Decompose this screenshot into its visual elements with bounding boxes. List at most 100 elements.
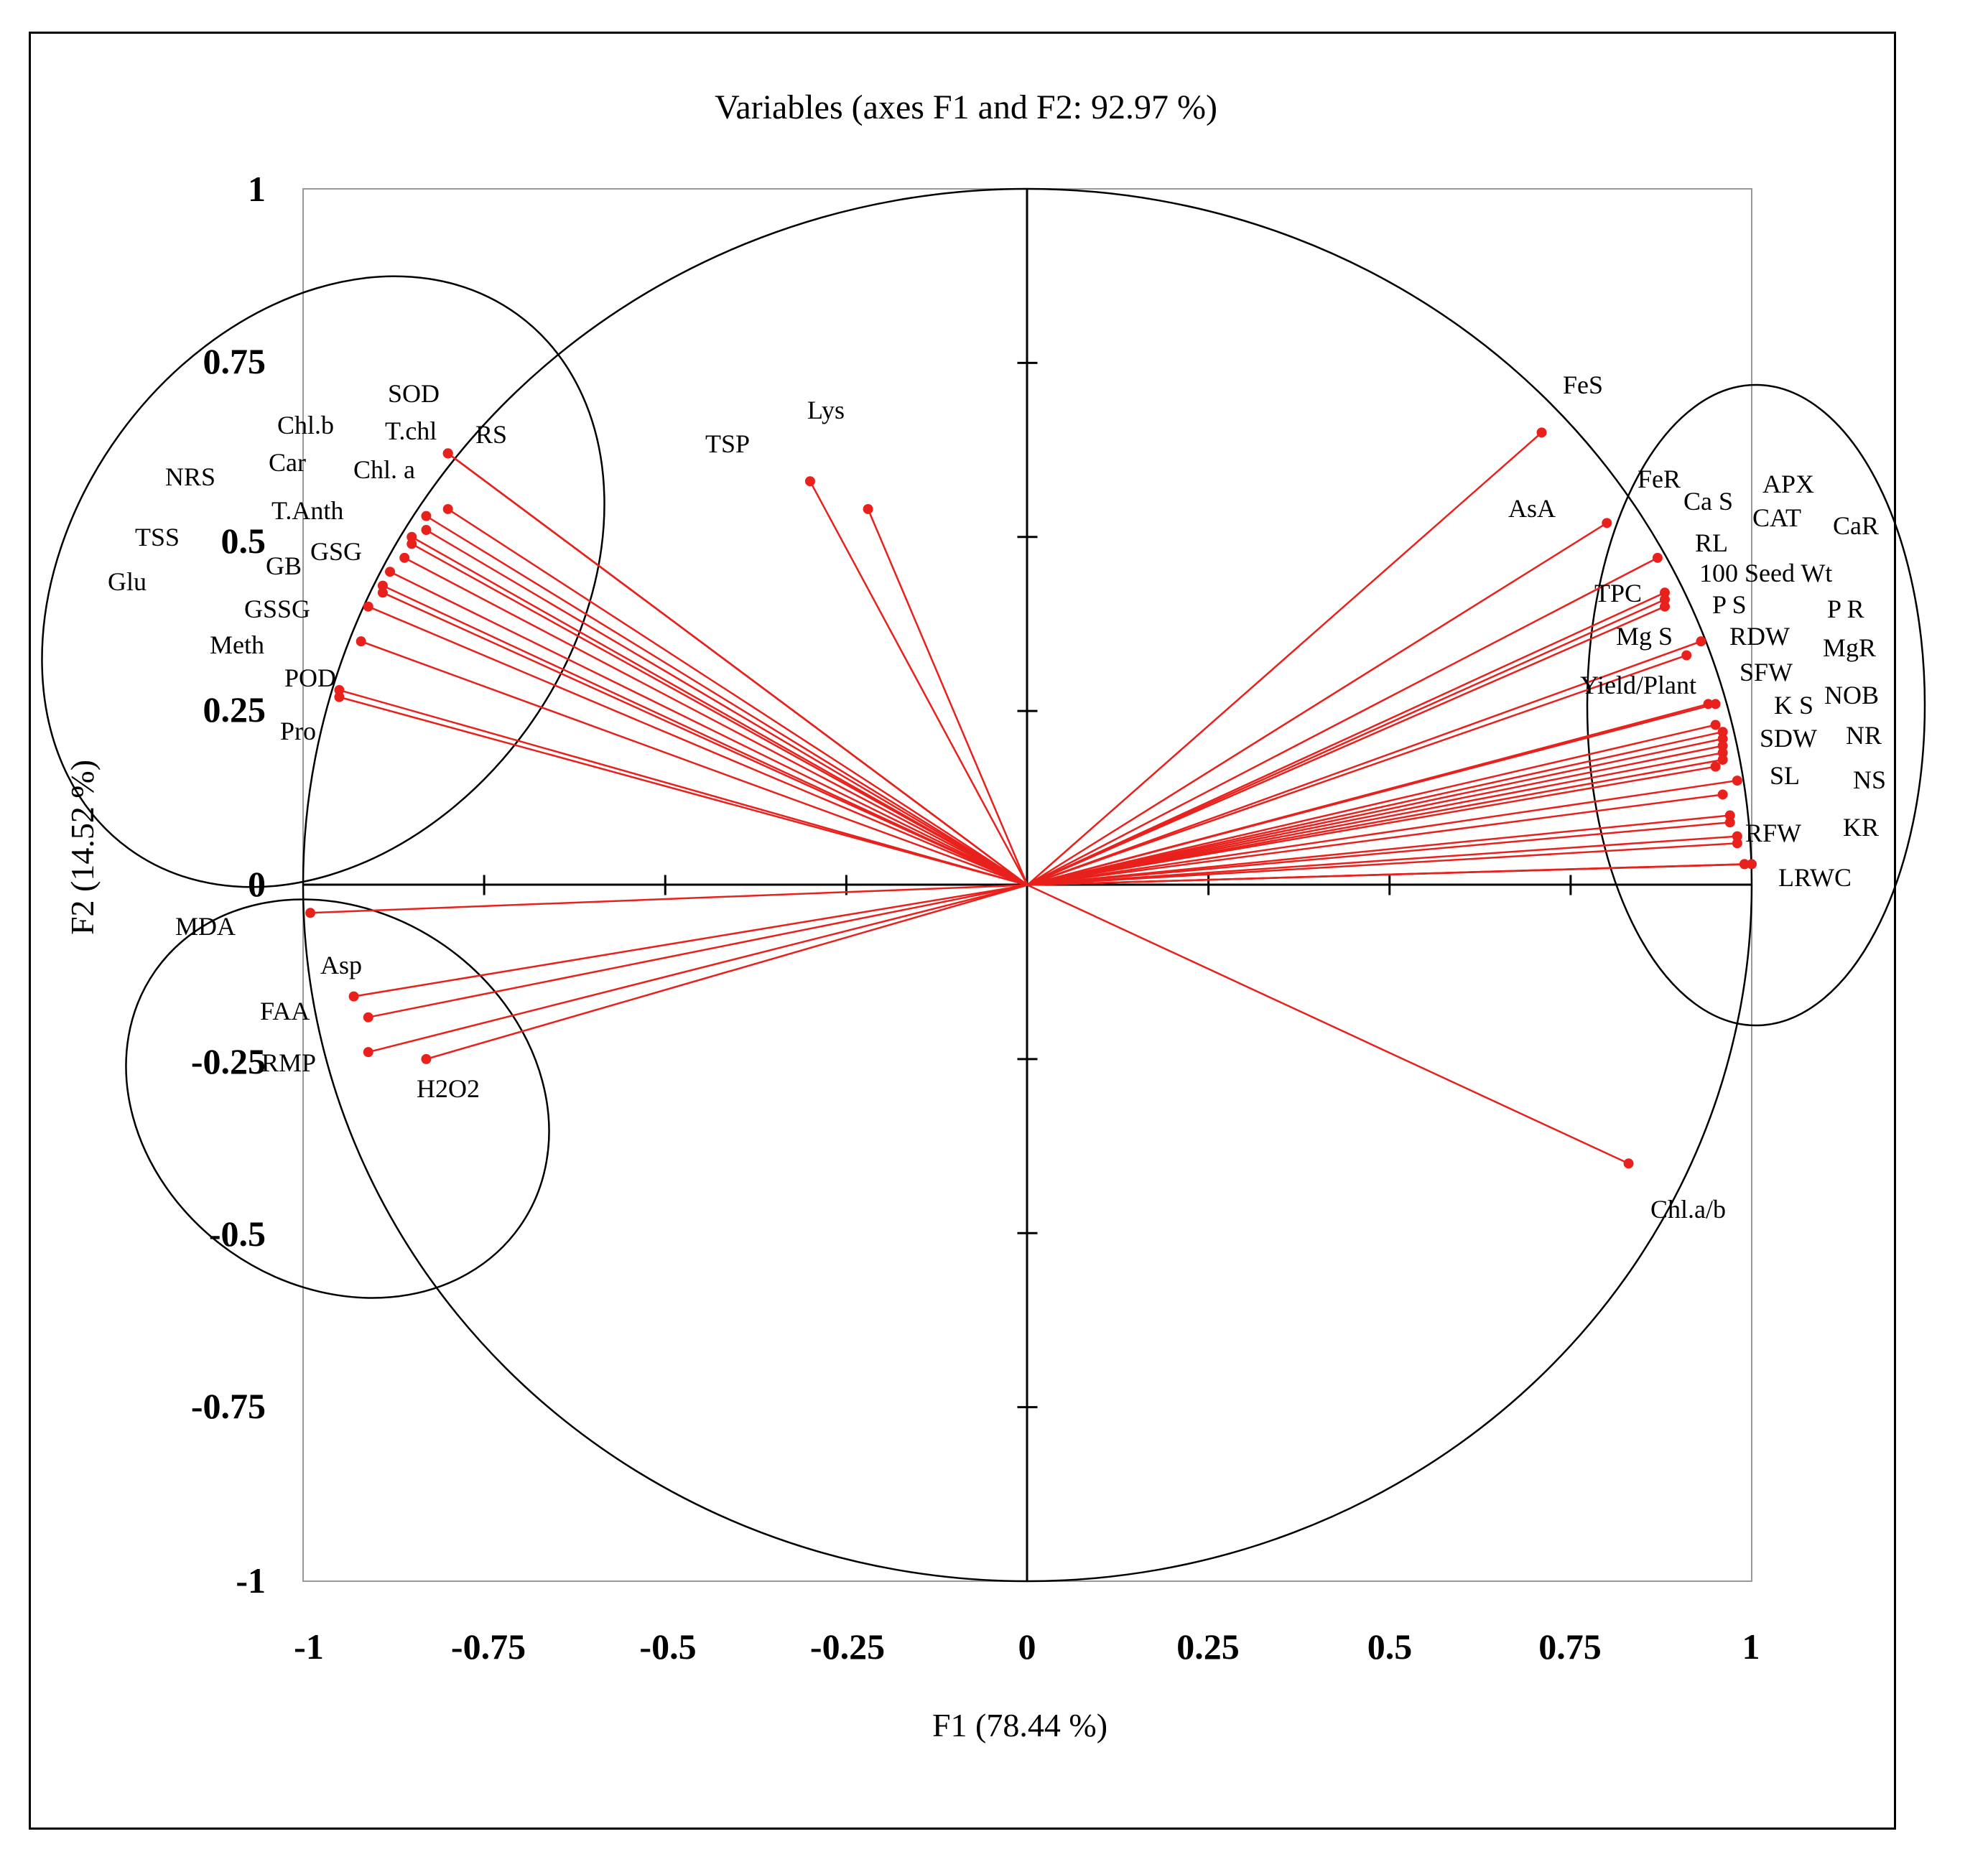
variable-label: RFW: [1745, 819, 1801, 847]
chart-title: Variables (axes F1 and F2: 92.97 %): [715, 88, 1217, 126]
variable-point: [1703, 699, 1714, 709]
variable-point: [1732, 831, 1742, 842]
y-axis-title: F2 (14.52 %): [64, 760, 101, 935]
variable-label: NRS: [165, 462, 215, 491]
variable-vector: [1027, 745, 1723, 886]
variable-point: [356, 636, 366, 647]
x-tick-label: 0.75: [1538, 1626, 1602, 1667]
variable-vector: [353, 884, 1028, 997]
variable-label: RL: [1695, 529, 1728, 557]
variable-vector: [1026, 557, 1658, 886]
group-ellipse-lower-left: [125, 898, 550, 1299]
y-tick-label: -1: [236, 1560, 266, 1601]
variable-label: Car: [269, 448, 306, 477]
variable-label: RMP: [261, 1048, 316, 1077]
variable-vector: [1026, 432, 1543, 886]
y-tick-label: -0.25: [191, 1041, 266, 1081]
variable-vector: [1027, 765, 1716, 886]
variable-label: SOD: [388, 379, 440, 408]
variable-point: [407, 539, 417, 549]
variable-vector: [382, 592, 1028, 886]
variable-point: [804, 476, 815, 487]
x-tick-label: -1: [294, 1626, 324, 1667]
variable-point: [1652, 552, 1663, 563]
figure-frame: [29, 32, 1896, 1830]
variable-label: SL: [1770, 761, 1800, 790]
x-tick-label: 0.25: [1176, 1626, 1240, 1667]
variable-vector: [1027, 758, 1723, 886]
variable-vector: [426, 884, 1028, 1061]
variable-label: Glu: [108, 567, 147, 596]
variable-label: P S: [1712, 590, 1747, 619]
variable-vector: [1027, 737, 1723, 886]
y-tick-label: 0.25: [203, 689, 266, 730]
x-tick-label: 1: [1742, 1626, 1760, 1667]
variable-vector: [361, 641, 1028, 886]
variable-label: AsA: [1508, 494, 1556, 523]
variable-point: [1710, 699, 1721, 709]
variable-label: H2O2: [417, 1074, 480, 1103]
variable-vector: [368, 884, 1028, 1018]
variable-vector: [1027, 793, 1723, 886]
variable-vector: [1027, 654, 1687, 886]
variable-point: [1623, 1158, 1634, 1169]
variable-label: APX: [1762, 470, 1814, 498]
variable-label: SFW: [1740, 658, 1793, 686]
variable-label: Pro: [280, 717, 316, 745]
variable-label: NS: [1853, 765, 1886, 794]
y-tick-label: 0: [248, 864, 266, 904]
variable-label: Chl. a: [353, 455, 415, 484]
variable-vector: [1026, 522, 1607, 886]
variable-label: GSSG: [244, 595, 310, 623]
variable-vector: [1027, 842, 1737, 886]
variable-label: POD: [284, 664, 336, 692]
variable-point: [1717, 740, 1728, 751]
x-tick-label: 0.5: [1367, 1626, 1413, 1667]
variable-label: TSS: [135, 523, 180, 551]
variable-vector: [382, 585, 1028, 886]
variable-vector: [1026, 598, 1666, 886]
variable-vector: [1026, 605, 1666, 886]
variable-point: [1717, 754, 1728, 765]
variable-label: FeS: [1563, 371, 1603, 399]
variable-vector: [447, 452, 1028, 886]
variable-point: [1717, 733, 1728, 744]
group-ellipse-upper-left: [41, 275, 605, 888]
variable-point: [1659, 595, 1670, 605]
variable-point: [377, 580, 388, 591]
variable-point: [421, 1053, 432, 1064]
variable-vector: [1027, 730, 1723, 886]
variable-vector: [809, 480, 1028, 886]
variable-point: [348, 991, 359, 1002]
variable-vector: [411, 543, 1028, 886]
variable-point: [1717, 789, 1728, 800]
variable-vector: [1027, 703, 1709, 886]
variable-point: [377, 587, 388, 598]
x-tick-label: -0.75: [451, 1626, 526, 1667]
variable-label: GSG: [310, 537, 362, 566]
y-tick-label: -0.75: [191, 1386, 266, 1426]
variable-vector: [1027, 821, 1730, 886]
variable-label: GB: [266, 551, 302, 580]
variable-point: [1659, 601, 1670, 612]
variable-vector: [1027, 752, 1723, 886]
variable-vector: [425, 529, 1028, 886]
x-tick-label: 0: [1018, 1626, 1036, 1667]
variable-vector: [339, 689, 1028, 886]
variable-vector: [389, 571, 1028, 886]
variable-point: [421, 525, 432, 536]
variable-vector: [404, 557, 1028, 886]
group-ellipse-right: [1586, 383, 1926, 1027]
variable-point: [1747, 859, 1757, 870]
variable-vector: [447, 508, 1028, 886]
variable-point: [1696, 636, 1706, 647]
variable-vector: [339, 696, 1028, 886]
variable-point: [1717, 727, 1728, 737]
variable-vector: [1026, 884, 1630, 1165]
variable-vector: [1027, 863, 1752, 886]
variable-point: [399, 552, 410, 563]
variable-vector: [425, 515, 1028, 886]
variable-label: 100 Seed Wt: [1699, 559, 1832, 587]
variable-point: [407, 531, 417, 542]
variable-point: [1710, 761, 1721, 772]
